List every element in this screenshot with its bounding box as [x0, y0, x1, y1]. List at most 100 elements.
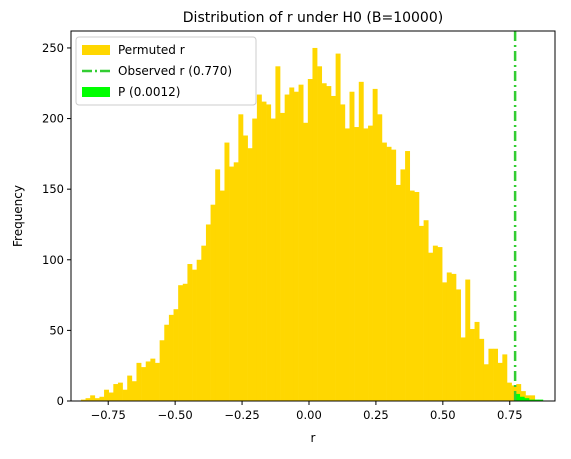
bar-permuted: [497, 362, 503, 401]
bar-permuted: [432, 245, 438, 401]
bar-permuted: [145, 361, 151, 401]
legend-swatch: [82, 45, 110, 55]
bar-permuted: [349, 91, 355, 401]
bar-permuted: [256, 94, 262, 401]
bar-permuted: [428, 252, 434, 401]
bar-permuted: [520, 391, 526, 401]
bar-permuted: [502, 354, 508, 401]
bar-permuted: [210, 204, 216, 401]
bar-tail: [515, 393, 521, 401]
bar-permuted: [219, 190, 225, 401]
bar-permuted: [178, 285, 184, 401]
y-tick-label: 0: [57, 394, 64, 408]
bar-permuted: [293, 91, 299, 401]
bar-permuted: [340, 104, 346, 401]
bar-permuted: [261, 101, 267, 401]
bar-permuted: [307, 79, 313, 402]
bar-permuted: [242, 135, 248, 401]
bar-permuted: [113, 384, 119, 401]
bar-permuted: [465, 279, 471, 401]
bar-permuted: [247, 148, 253, 401]
bar-permuted: [215, 169, 221, 401]
bar-permuted: [173, 309, 179, 401]
bar-permuted: [317, 66, 323, 401]
x-axis-label: r: [311, 431, 316, 445]
bar-permuted: [224, 142, 230, 401]
bar-permuted: [423, 220, 429, 401]
bar-permuted: [483, 364, 489, 401]
legend-swatch: [82, 87, 110, 97]
bar-permuted: [168, 314, 174, 401]
bar-tail: [533, 399, 539, 401]
bar-permuted: [201, 245, 207, 401]
bar-permuted: [321, 83, 327, 402]
bar-permuted: [414, 191, 420, 401]
bar-permuted: [400, 169, 406, 401]
bar-tail: [529, 399, 534, 401]
legend-box: [75, 36, 257, 106]
bar-permuted: [205, 224, 211, 401]
bar-permuted: [127, 375, 133, 401]
bar-permuted: [99, 396, 105, 401]
y-axis: 0 50 100 150 200 250: [42, 41, 71, 408]
bar-permuted: [94, 398, 100, 401]
bar-permuted: [192, 269, 197, 401]
bar-permuted: [451, 273, 457, 401]
bar-permuted: [159, 340, 165, 401]
bar-permuted: [330, 95, 336, 402]
bars-group: [80, 47, 544, 402]
y-tick-label: 50: [49, 323, 64, 337]
x-tick-label: 0.50: [430, 408, 456, 422]
bar-permuted: [275, 66, 281, 401]
bar-permuted: [418, 225, 424, 401]
bar-permuted: [405, 151, 411, 401]
bar-permuted: [80, 399, 86, 401]
bar-permuted: [90, 395, 96, 401]
bar-permuted: [386, 146, 392, 401]
bar-permuted: [344, 128, 350, 401]
bar-permuted: [196, 259, 202, 401]
x-tick-label: 0.25: [363, 408, 389, 422]
bar-tail: [524, 398, 530, 401]
x-axis: −0.75 −0.50 −0.25 0.00 0.25 0.50 0.75: [91, 401, 523, 422]
bar-permuted: [377, 114, 383, 401]
legend-label: P (0.0012): [118, 85, 180, 99]
bar-permuted: [437, 247, 443, 401]
bar-permuted: [354, 127, 360, 402]
x-tick-label: −0.75: [91, 408, 126, 422]
bar-permuted: [266, 104, 272, 401]
bar-permuted: [104, 389, 109, 401]
bar-permuted: [469, 328, 475, 401]
bar-permuted: [117, 382, 123, 401]
bar-permuted: [136, 362, 142, 401]
bar-permuted: [530, 395, 536, 401]
bar-permuted: [233, 162, 239, 401]
bar-permuted: [108, 392, 114, 401]
bar-permuted: [506, 382, 512, 401]
bar-permuted: [391, 149, 397, 401]
y-tick-label: 100: [42, 253, 64, 267]
legend-label: Observed r (0.770): [118, 64, 232, 78]
bar-permuted: [229, 166, 235, 401]
x-tick-label: 0.75: [497, 408, 523, 422]
x-tick-label: −0.50: [158, 408, 193, 422]
bar-permuted: [187, 264, 193, 401]
y-axis-label: Frequency: [11, 185, 25, 247]
bar-permuted: [289, 87, 295, 401]
bar-permuted: [141, 367, 147, 401]
bar-permuted: [409, 190, 415, 401]
bar-permuted: [122, 389, 128, 401]
y-tick-label: 200: [42, 112, 64, 126]
x-tick-label: −0.25: [224, 408, 259, 422]
bar-permuted: [284, 94, 290, 401]
bar-permuted: [460, 337, 466, 401]
bar-permuted: [326, 86, 332, 402]
bar-permuted: [312, 47, 318, 401]
bar-permuted: [303, 122, 309, 402]
bar-permuted: [456, 289, 461, 401]
bar-permuted: [395, 184, 401, 401]
bar-tail: [519, 396, 525, 401]
bar-permuted: [479, 338, 485, 401]
bar-permuted: [381, 142, 387, 401]
bar-permuted: [358, 81, 364, 401]
